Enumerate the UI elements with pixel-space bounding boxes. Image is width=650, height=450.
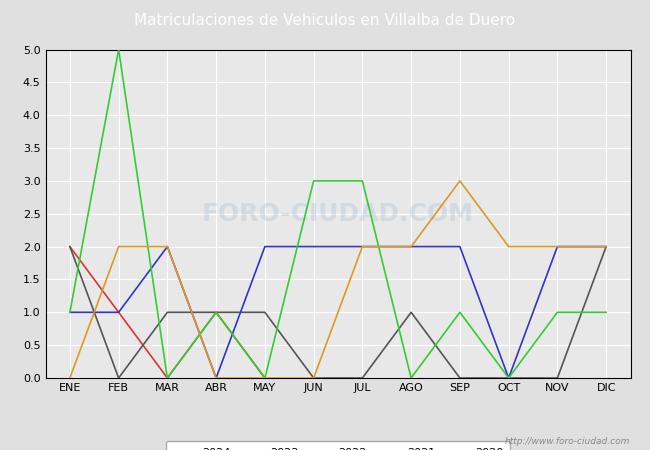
2023 [164, 310, 172, 315]
2023 [456, 375, 464, 381]
Text: Matriculaciones de Vehiculos en Villalba de Duero: Matriculaciones de Vehiculos en Villalba… [135, 13, 515, 28]
2020 [114, 244, 122, 249]
2023 [359, 375, 367, 381]
2022 [309, 244, 317, 249]
2024 [261, 375, 269, 381]
2024 [164, 375, 172, 381]
2023 [554, 375, 562, 381]
2021 [602, 310, 610, 315]
2020 [504, 244, 512, 249]
2020 [407, 244, 415, 249]
2020 [554, 244, 562, 249]
2023 [66, 244, 74, 249]
2023 [504, 375, 512, 381]
2022 [261, 244, 269, 249]
Line: 2023: 2023 [70, 247, 606, 378]
2020 [66, 375, 74, 381]
2022 [212, 375, 220, 381]
2020 [261, 375, 269, 381]
2021 [554, 310, 562, 315]
2020 [359, 244, 367, 249]
2021 [456, 310, 464, 315]
2021 [212, 310, 220, 315]
2023 [602, 244, 610, 249]
2023 [212, 310, 220, 315]
2023 [261, 310, 269, 315]
2022 [66, 310, 74, 315]
2021 [407, 375, 415, 381]
2023 [309, 375, 317, 381]
2022 [164, 244, 172, 249]
2020 [212, 375, 220, 381]
2022 [554, 244, 562, 249]
2022 [456, 244, 464, 249]
Line: 2024: 2024 [70, 247, 265, 378]
2023 [114, 375, 122, 381]
2024 [114, 310, 122, 315]
2023 [407, 310, 415, 315]
2024 [66, 244, 74, 249]
2021 [114, 47, 122, 52]
2022 [504, 375, 512, 381]
2021 [261, 375, 269, 381]
Line: 2021: 2021 [70, 50, 606, 378]
2024 [212, 310, 220, 315]
2021 [504, 375, 512, 381]
2022 [407, 244, 415, 249]
2022 [602, 244, 610, 249]
Line: 2022: 2022 [70, 247, 606, 378]
2020 [164, 244, 172, 249]
2021 [359, 178, 367, 184]
2020 [456, 178, 464, 184]
2021 [309, 178, 317, 184]
Text: FORO-CIUDAD.COM: FORO-CIUDAD.COM [202, 202, 474, 226]
2020 [309, 375, 317, 381]
Text: http://www.foro-ciudad.com: http://www.foro-ciudad.com [505, 436, 630, 446]
Legend: 2024, 2023, 2022, 2021, 2020: 2024, 2023, 2022, 2021, 2020 [166, 441, 510, 450]
2021 [66, 310, 74, 315]
Line: 2020: 2020 [70, 181, 606, 378]
2022 [359, 244, 367, 249]
2020 [602, 244, 610, 249]
2021 [164, 375, 172, 381]
2022 [114, 310, 122, 315]
